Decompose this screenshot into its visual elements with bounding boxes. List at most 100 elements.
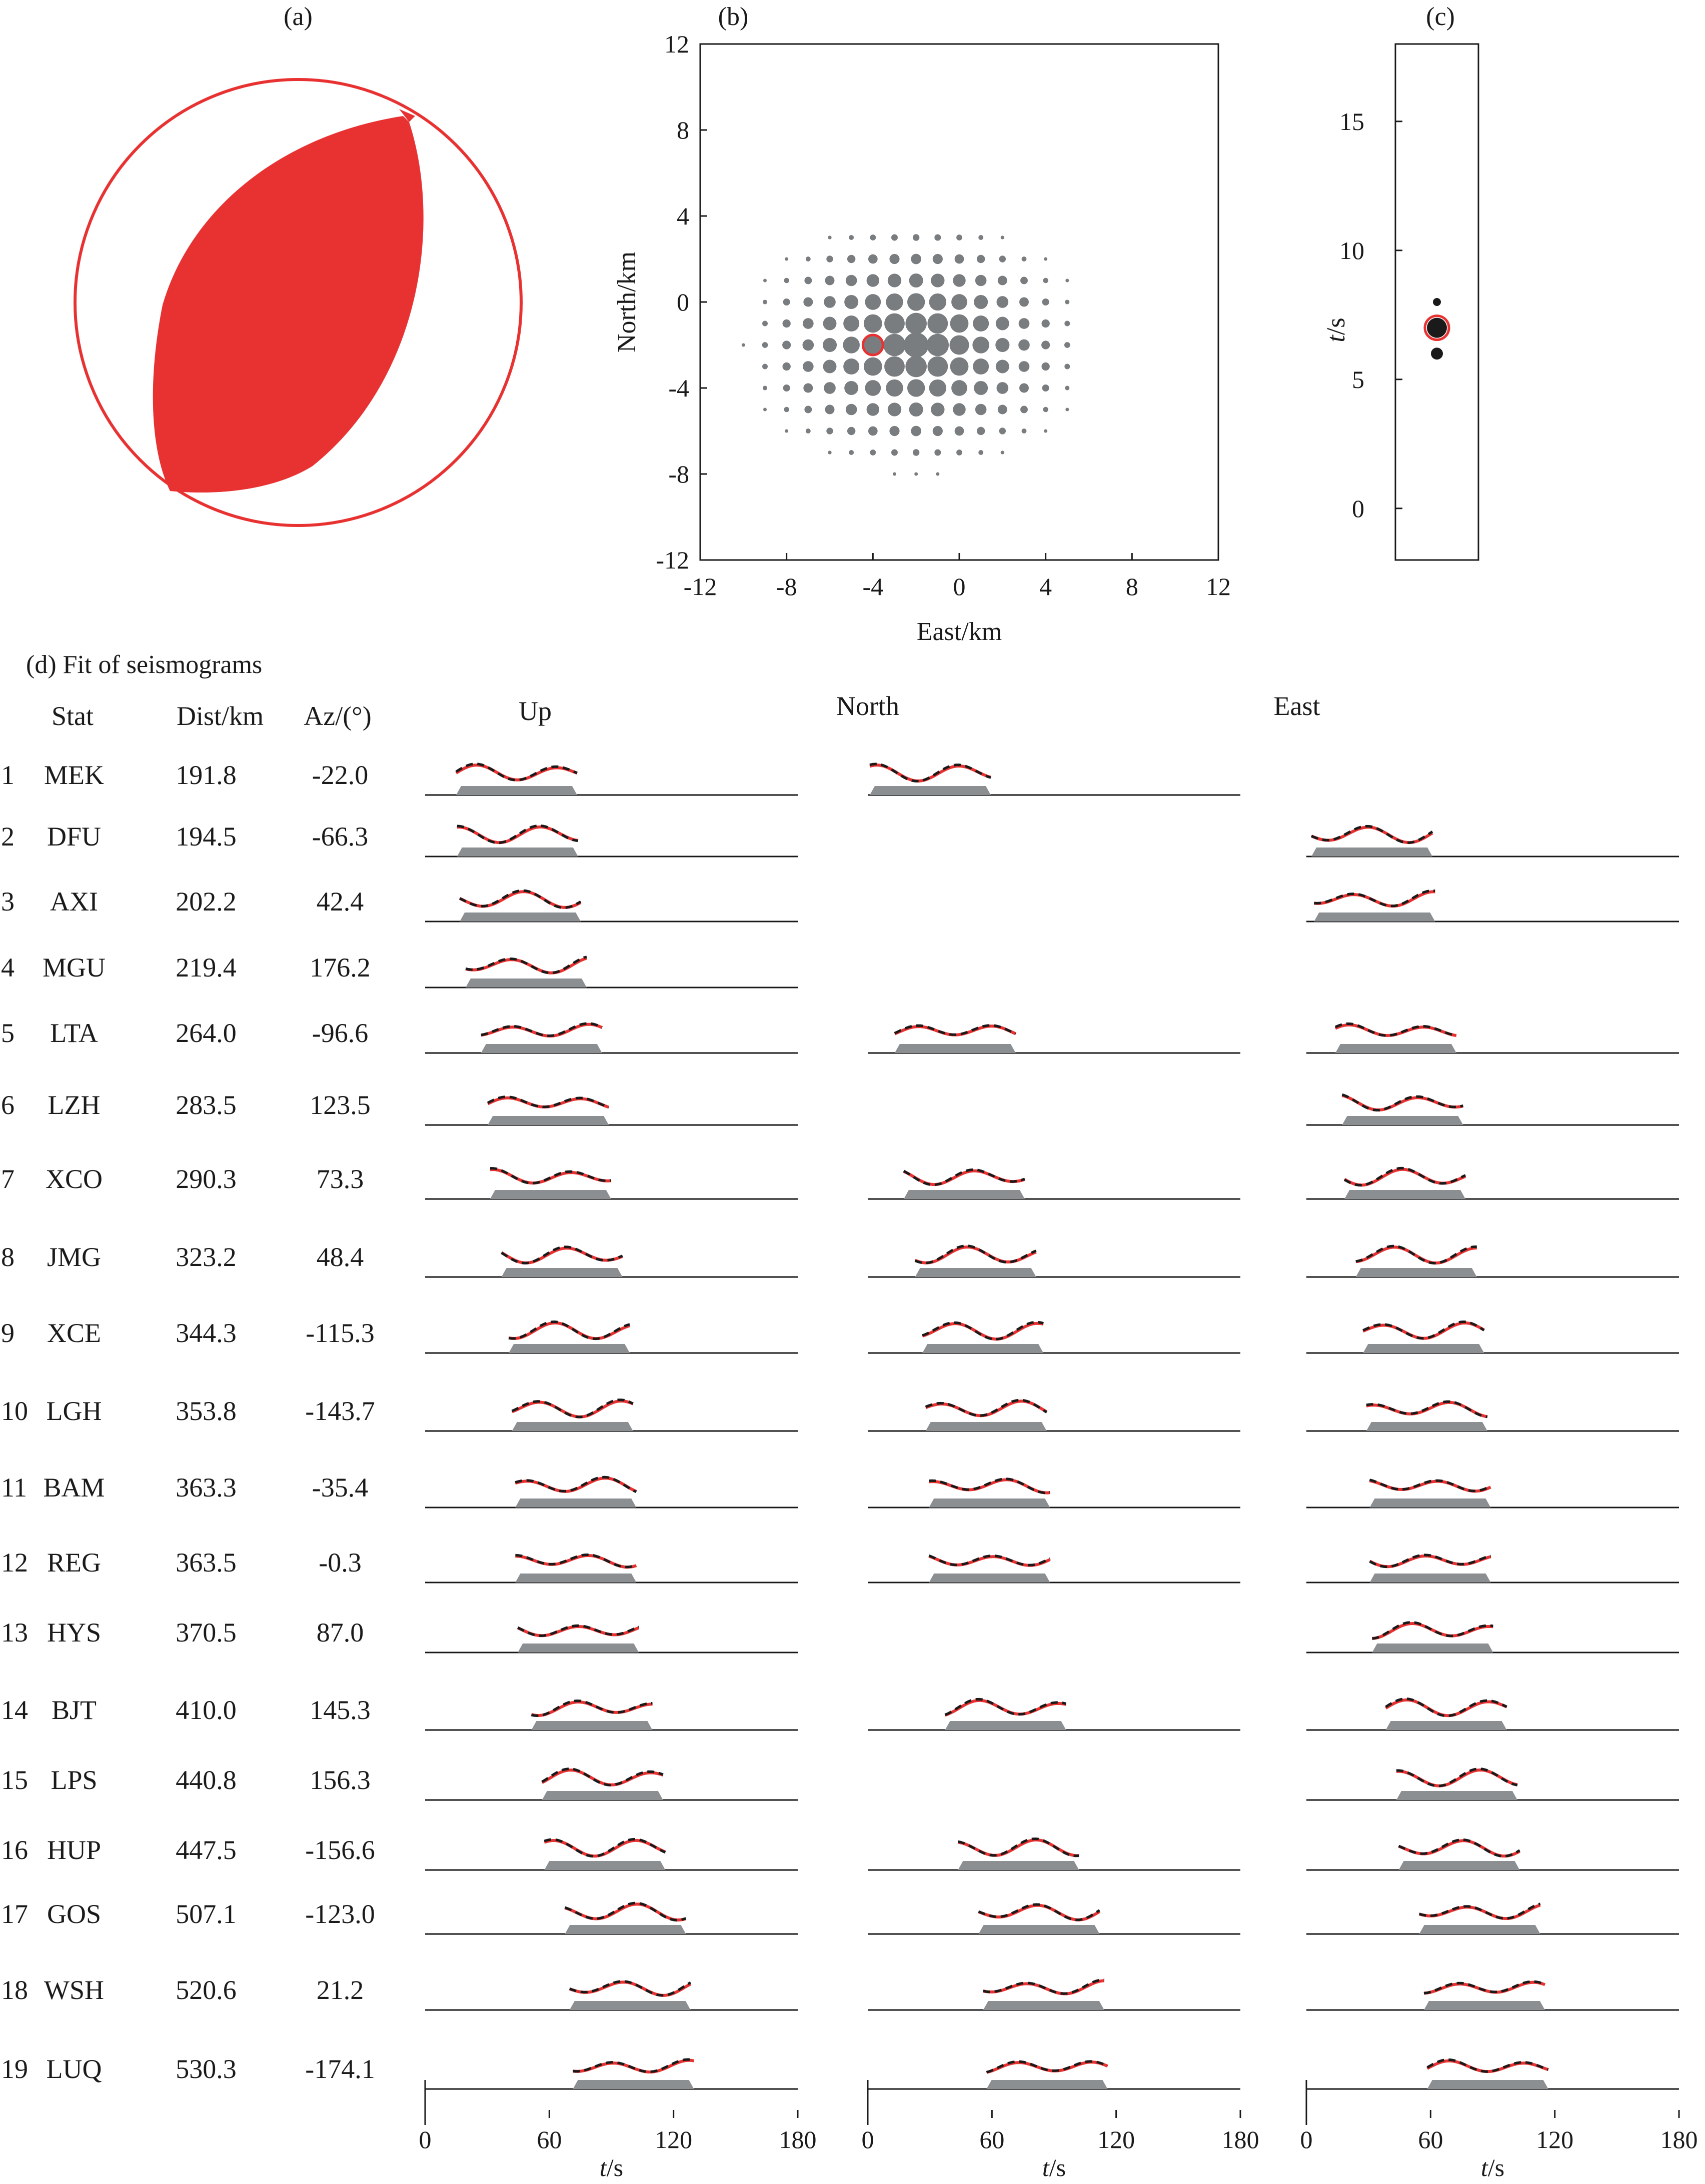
grid-search-dot xyxy=(954,254,964,264)
row-number: 1 xyxy=(1,760,15,790)
observed-trace xyxy=(1398,1838,1520,1858)
fit-window xyxy=(983,2001,1104,2010)
station-code: BAM xyxy=(43,1472,105,1502)
grid-search-dot xyxy=(973,315,989,332)
fit-window xyxy=(1314,912,1435,922)
row-number: 7 xyxy=(1,1164,15,1194)
observed-trace xyxy=(869,762,991,782)
station-row: 5 LTA 264.0 -96.6 xyxy=(1,1018,1679,1054)
grid-search-dot xyxy=(762,386,768,390)
grid-search-dot xyxy=(976,426,985,436)
station-row: 13 HYS 370.5 87.0 xyxy=(1,1618,1679,1654)
station-code: HYS xyxy=(47,1618,101,1648)
grid-search-dot xyxy=(847,426,856,436)
grid-search-dot xyxy=(931,402,945,416)
synthetic-trace xyxy=(508,1321,631,1340)
grid-search-dot xyxy=(1020,406,1028,414)
grid-search-dot xyxy=(956,234,962,240)
fit-window xyxy=(1311,848,1433,856)
panel-b-y-ticks: 12 8 4 0 -4 -8 -12 xyxy=(656,30,707,574)
synthetic-trace xyxy=(957,1838,1079,1858)
grid-search-dot xyxy=(865,294,881,310)
observed-trace xyxy=(1343,1166,1466,1186)
grid-search-dot xyxy=(889,254,900,264)
station-code: LGH xyxy=(47,1396,102,1426)
grid-search-dot xyxy=(849,450,854,455)
panel-d: (d) Fit of seismograms Stat Dist/km Az/(… xyxy=(1,650,1698,2182)
grid-search-dot xyxy=(903,332,929,358)
grid-search-dot xyxy=(975,274,987,286)
grid-search-dot xyxy=(926,334,949,356)
grid-search-dot xyxy=(907,293,925,311)
observed-trace xyxy=(490,1167,612,1184)
grid-search-dot xyxy=(741,343,745,347)
station-rows: 1 MEK 191.8 -22.0 2 DFU 194.5 -66.3 3 AXI 202.2 42.… xyxy=(1,760,1679,2090)
grid-search-dot xyxy=(1064,364,1070,370)
observed-trace xyxy=(957,1837,1079,1858)
station-azimuth: -35.4 xyxy=(312,1472,368,1502)
grid-search-dot xyxy=(1019,297,1029,307)
grid-search-dot xyxy=(936,472,940,476)
b-ytick-label: -12 xyxy=(656,546,689,574)
fit-window xyxy=(481,1044,602,1053)
grid-search-dot xyxy=(868,426,878,436)
station-azimuth: 87.0 xyxy=(317,1618,364,1648)
grid-search-dot xyxy=(975,404,987,416)
station-row: 12 REG 363.5 -0.3 xyxy=(1,1548,1679,1584)
synthetic-trace xyxy=(869,764,991,783)
grid-search-dot xyxy=(863,314,882,333)
observed-trace xyxy=(1418,1902,1541,1920)
grid-search-dot xyxy=(931,274,945,288)
grid-search-dot xyxy=(785,257,789,261)
station-azimuth: -174.1 xyxy=(305,2054,375,2084)
time-axes: 0 60 120 180 t/s 0 60 120 180 t/s 0 60 120 180 t/s xyxy=(419,2080,1698,2182)
grid-search-dot xyxy=(802,318,814,329)
grid-search-dot xyxy=(762,364,768,370)
fit-window xyxy=(929,1498,1050,1508)
station-code: BJT xyxy=(52,1695,97,1725)
observed-trace xyxy=(1366,1400,1488,1418)
panel-c-y-ticks: 15 10 5 0 xyxy=(1339,108,1402,522)
grid-search-dot xyxy=(849,235,854,240)
grid-search-dot xyxy=(891,449,898,456)
fit-window xyxy=(903,1190,1025,1199)
row-number: 11 xyxy=(1,1472,27,1502)
observed-trace xyxy=(517,1624,640,1638)
fit-window xyxy=(1363,1344,1484,1353)
grid-search-dot xyxy=(784,278,789,284)
panel-a: (a) xyxy=(74,2,523,527)
station-azimuth: 145.3 xyxy=(310,1695,371,1725)
grid-search-dot xyxy=(932,426,943,436)
fit-window xyxy=(531,1721,653,1730)
grid-search-dot xyxy=(822,338,837,352)
synthetic-trace xyxy=(1341,1094,1464,1112)
grid-search-dot xyxy=(825,276,835,286)
grid-search-dot xyxy=(843,336,860,354)
synthetic-trace xyxy=(1396,1768,1518,1788)
fit-window xyxy=(1396,1791,1517,1800)
observed-trace xyxy=(573,2058,694,2074)
b-xtick-label: 4 xyxy=(1039,572,1052,600)
grid-search-dot xyxy=(1043,406,1048,412)
grid-search-dot xyxy=(805,428,811,434)
grid-search-dot xyxy=(782,340,791,350)
time-tick-label: 180 xyxy=(1660,2126,1698,2154)
grid-search-dot xyxy=(999,428,1006,434)
best-location-marker xyxy=(861,334,884,356)
grid-search-dot xyxy=(863,335,883,355)
b-xtick-label: -4 xyxy=(863,572,884,600)
grid-search-dot xyxy=(978,235,984,240)
fit-window xyxy=(544,1861,666,1870)
fit-window xyxy=(465,978,587,988)
grid-search-dot xyxy=(1064,320,1070,326)
grid-search-dot xyxy=(1019,383,1029,393)
synthetic-trace xyxy=(564,1902,687,1922)
grid-search-dot xyxy=(845,404,857,416)
grid-search-dot xyxy=(866,274,880,287)
grid-search-dot xyxy=(805,256,811,262)
time-tick-label: 180 xyxy=(779,2126,817,2154)
station-row: 9 XCE 344.3 -115.3 xyxy=(1,1318,1679,1354)
fit-window xyxy=(490,1190,611,1199)
station-distance: 440.8 xyxy=(176,1765,237,1795)
time-tick-label: 60 xyxy=(537,2126,562,2154)
